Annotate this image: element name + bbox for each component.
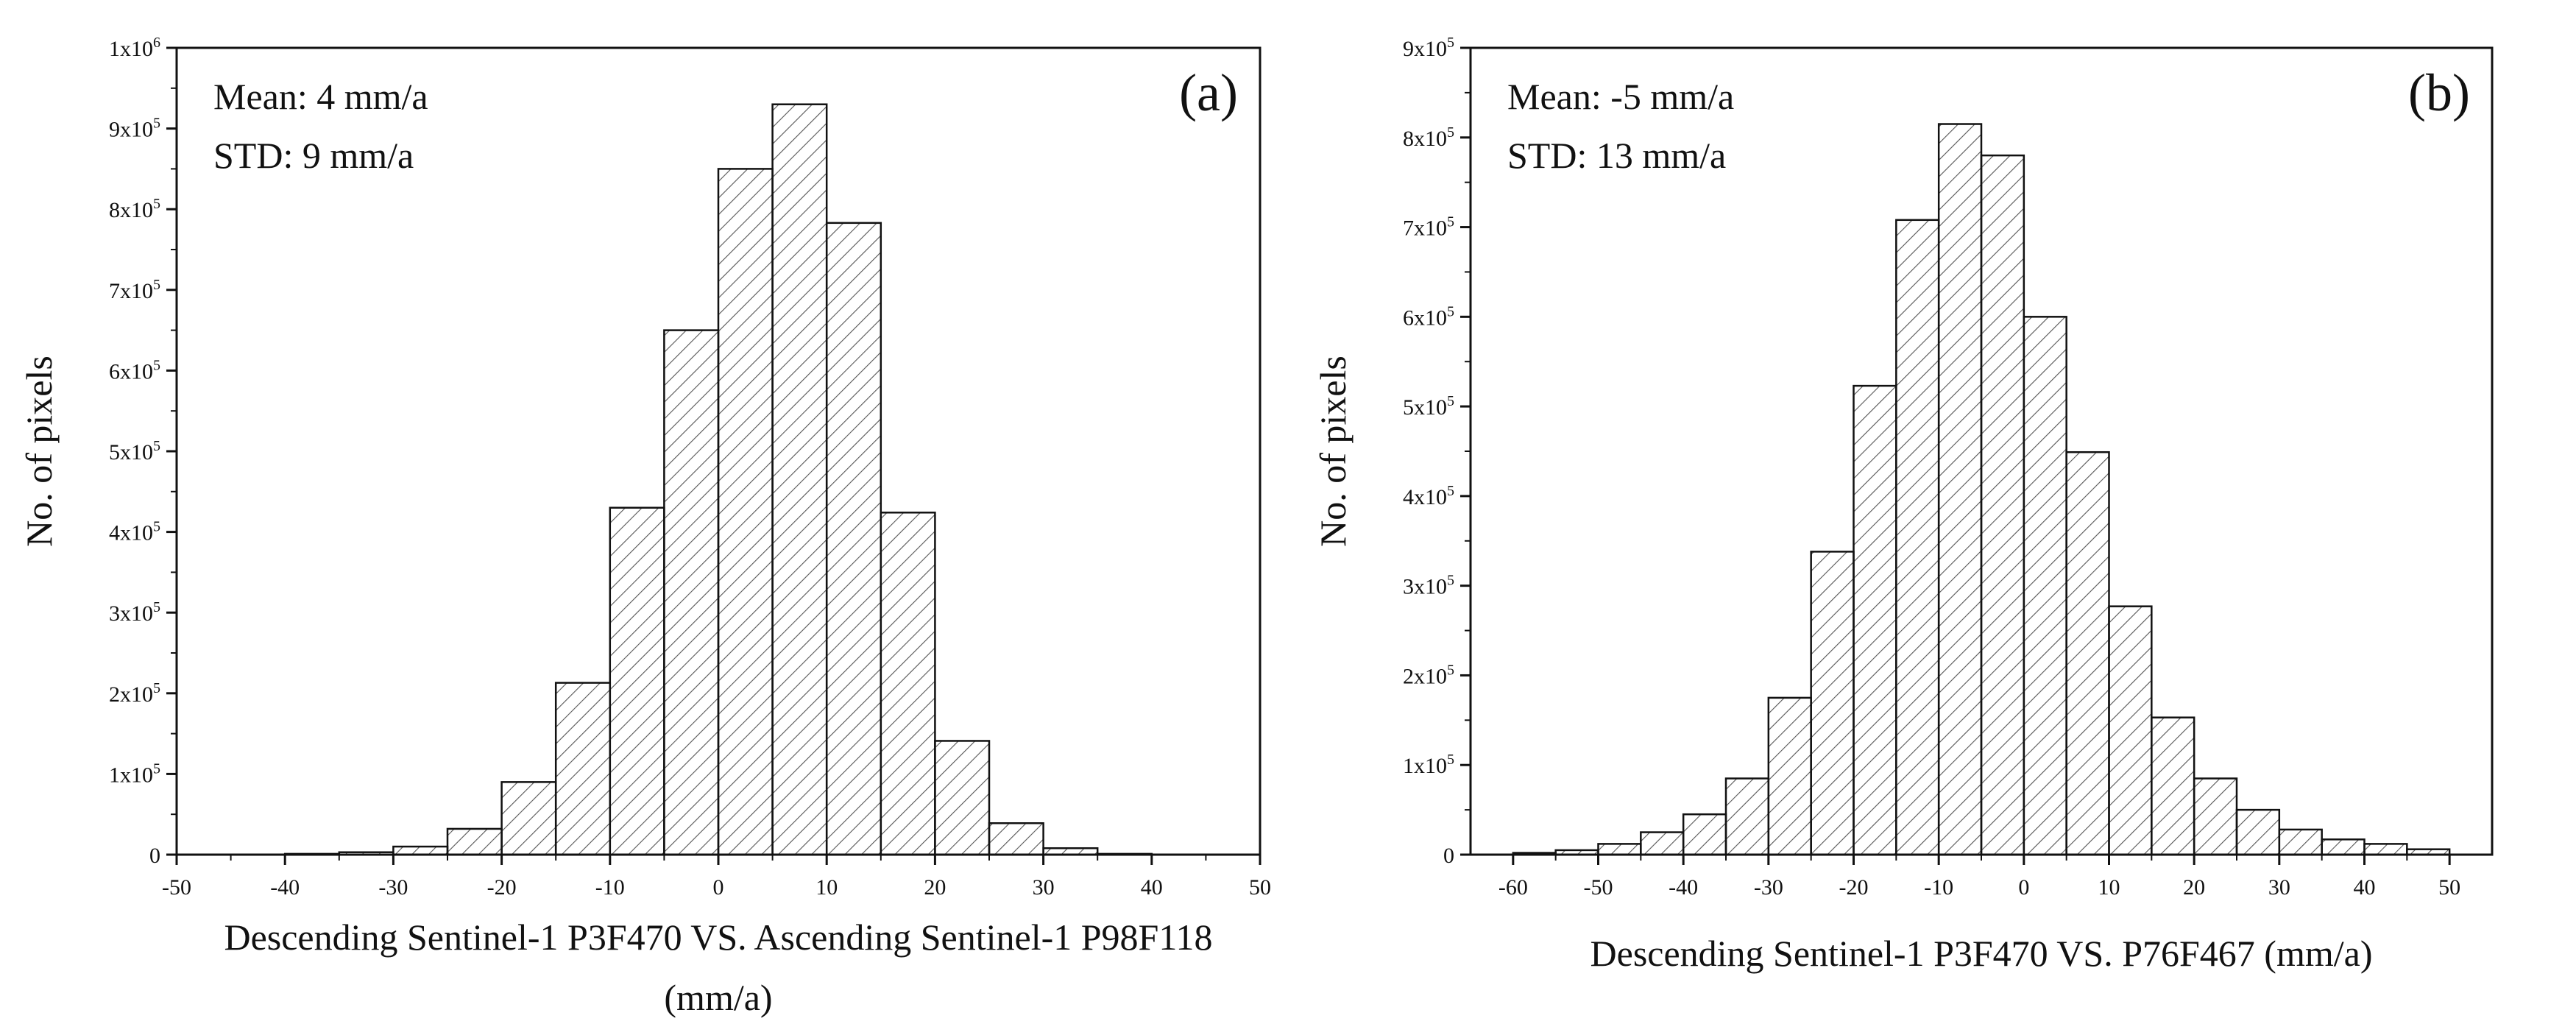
histogram-bar	[2108, 605, 2153, 856]
y-tick-label: 4x105	[109, 519, 160, 545]
x-tick-label: -10	[595, 875, 625, 900]
x-tick-label: 10	[2098, 875, 2120, 900]
x-tick-label: -60	[1498, 875, 1528, 900]
x-tick-label: -50	[162, 875, 191, 900]
histogram-bar	[988, 822, 1044, 856]
histogram-bar	[609, 506, 665, 856]
histogram-bar	[392, 845, 449, 856]
y-tick-label: 9x105	[109, 116, 160, 142]
y-tick-label: 6x105	[1403, 303, 1454, 330]
y-tick-label: 9x105	[1403, 35, 1454, 61]
chart-panel-b: -60 -50 -40 -30 -20 -10 0 10 20 30 40 50 0 1x105 2x105…	[1312, 35, 2494, 974]
mean-annotation: Mean: 4 mm/a	[213, 76, 428, 117]
panel-label: (a)	[1179, 63, 1238, 122]
y-tick-label: 1x105	[1403, 752, 1454, 778]
y-tick-label: 6x105	[109, 357, 160, 384]
histogram-bar	[1937, 123, 1983, 856]
x-tick-label: 20	[2183, 875, 2205, 900]
y-tick-label: 2x105	[1403, 662, 1454, 688]
mean-annotation: Mean: -5 mm/a	[1507, 76, 1734, 117]
histogram-bar	[825, 222, 882, 856]
histogram-bar	[2193, 777, 2238, 856]
histogram-bar	[1640, 831, 1685, 856]
histogram-bar	[2235, 808, 2281, 856]
histogram-bar	[1682, 813, 1727, 856]
histogram-bar	[663, 329, 720, 856]
y-tick-label: 3x105	[1403, 573, 1454, 599]
histogram-bar	[717, 168, 774, 856]
x-tick-label: -30	[378, 875, 408, 900]
histogram-bar	[1895, 219, 1940, 856]
y-tick-label: 2x105	[109, 680, 160, 707]
histogram-bar	[1767, 696, 1812, 856]
y-tick-label: 0	[1443, 844, 1454, 868]
x-tick-label: 40	[2354, 875, 2376, 900]
y-tick-label: 1x106	[109, 35, 160, 61]
y-tick-label: 7x105	[1403, 214, 1454, 241]
x-tick-label: -20	[1839, 875, 1869, 900]
histogram-bar	[2023, 316, 2067, 856]
std-annotation: STD: 9 mm/a	[213, 135, 414, 176]
y-tick-label: 5x105	[1403, 393, 1454, 420]
y-tick-label: 0	[149, 844, 160, 868]
x-tick-label: 30	[1033, 875, 1055, 900]
x-axis-title: Descending Sentinel-1 P3F470 VS. P76F467…	[1590, 933, 2373, 974]
x-tick-label: 50	[2438, 875, 2460, 900]
histogram-bar	[2065, 451, 2110, 856]
x-tick-label: 0	[2018, 875, 2029, 900]
y-tick-label: 4x105	[1403, 483, 1454, 509]
histogram-bar	[2278, 828, 2323, 856]
x-tick-label: -40	[1669, 875, 1698, 900]
y-tick-label: 5x105	[109, 438, 160, 464]
panel-label: (b)	[2408, 63, 2470, 122]
histogram-bar	[771, 103, 828, 856]
histogram-bar	[1980, 154, 2025, 856]
x-tick-label: 40	[1141, 875, 1163, 900]
y-tick-label: 1x105	[109, 760, 160, 787]
x-tick-label: -20	[487, 875, 517, 900]
x-tick-label: -40	[270, 875, 300, 900]
histogram-bar	[2151, 716, 2195, 856]
histogram-bar	[446, 827, 503, 856]
chart-panel-a: -50 -40 -30 -20 -10 0 10 20 30 40 50 0 1x105 2x105 3x1…	[18, 35, 1271, 1018]
x-tick-label: -30	[1754, 875, 1783, 900]
histogram-bar	[1810, 551, 1855, 856]
y-tick-label: 8x105	[109, 196, 160, 222]
histogram-bar	[2321, 838, 2366, 856]
histogram-bar	[1724, 777, 1770, 856]
x-tick-label: 50	[1249, 875, 1271, 900]
x-tick-label: 30	[2268, 875, 2290, 900]
histogram-bar	[554, 682, 612, 856]
y-tick-label: 8x105	[1403, 124, 1454, 151]
histogram-bar	[880, 512, 936, 856]
x-axis-title: Descending Sentinel-1 P3F470 VS. Ascendi…	[224, 916, 1212, 958]
x-tick-label: 10	[815, 875, 838, 900]
std-annotation: STD: 13 mm/a	[1507, 135, 1726, 176]
x-tick-label: -10	[1924, 875, 1953, 900]
histogram-bar	[1597, 843, 1642, 856]
y-axis-title: No. of pixels	[18, 356, 60, 547]
x-tick-label: 0	[713, 875, 724, 900]
histogram-bar	[2363, 843, 2408, 856]
y-tick-label: 7x105	[109, 277, 160, 303]
x-tick-label: -50	[1584, 875, 1613, 900]
histogram-bar	[1853, 384, 1897, 856]
y-axis-title: No. of pixels	[1312, 356, 1354, 547]
histogram-bar	[934, 740, 991, 856]
histogram-bar	[500, 781, 557, 856]
y-tick-label: 3x105	[109, 599, 160, 626]
x-axis-title: (mm/a)	[664, 977, 772, 1018]
x-tick-label: 20	[924, 875, 946, 900]
